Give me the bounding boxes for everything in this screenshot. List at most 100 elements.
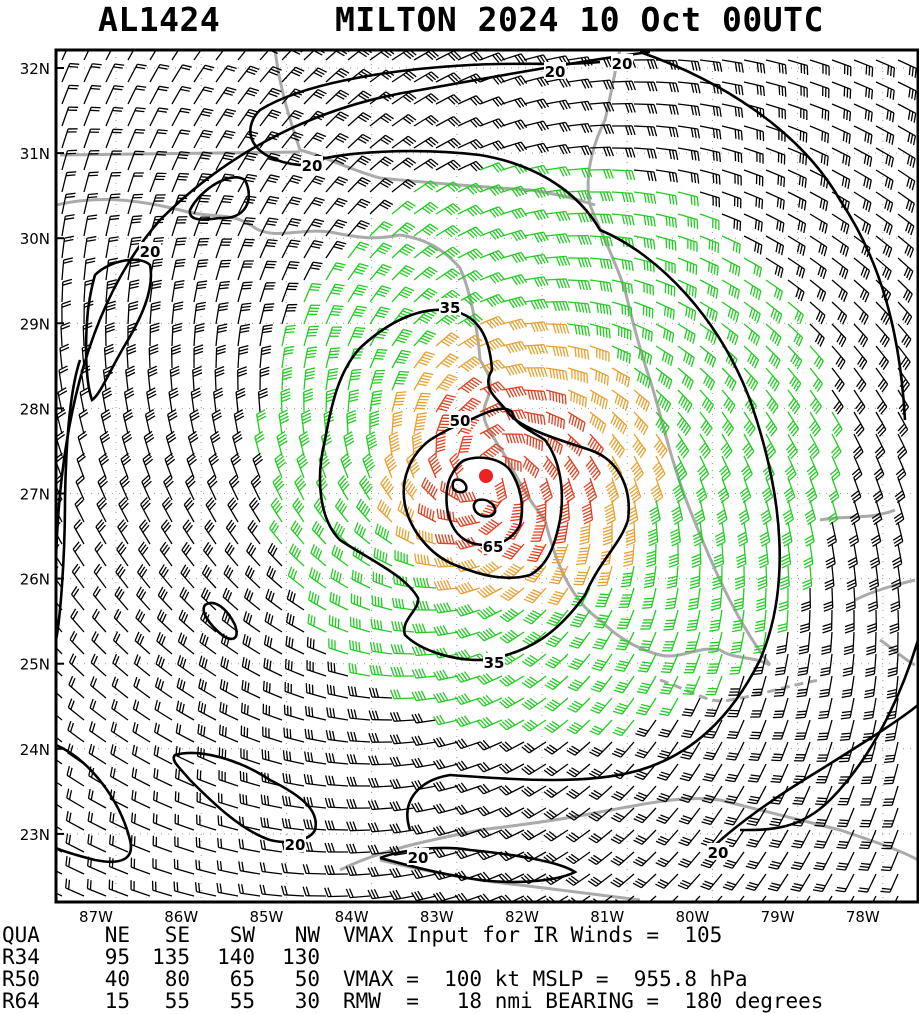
wind-barb (411, 868, 437, 880)
wind-barb (237, 281, 253, 303)
wind-barb (454, 671, 481, 683)
wind-barb (262, 703, 283, 721)
wind-barb (411, 713, 437, 724)
wind-barb (114, 586, 129, 611)
vmax-input-text: VMAX Input for IR Winds = 105 (343, 923, 723, 947)
wind-barb (347, 220, 370, 237)
wind-barb (308, 567, 327, 589)
wind-barb (457, 182, 484, 195)
wind-barb (579, 521, 591, 545)
wind-barb (611, 279, 634, 294)
wind-barb (79, 387, 90, 413)
wind-barb (100, 408, 112, 435)
wind-barb (632, 873, 657, 889)
wind-barb (677, 389, 693, 414)
wind-barb (281, 795, 305, 809)
wind-barb (285, 612, 305, 633)
wind-barb (872, 895, 877, 902)
wind-barb (501, 97, 528, 108)
wind-barb (589, 279, 613, 293)
wind-barb (706, 653, 723, 675)
wind-barb (661, 631, 679, 652)
wind-barb (809, 323, 825, 347)
wind-barb (135, 609, 151, 633)
wind-barb (842, 653, 855, 677)
wind-barb (671, 499, 684, 525)
wind-barb (721, 257, 741, 277)
wind-barb (127, 279, 140, 303)
wind-barb (123, 387, 135, 413)
wind-barb (352, 545, 371, 567)
wind-barb (716, 499, 728, 526)
wind-barb (765, 279, 784, 301)
wind-barb (545, 653, 569, 669)
wind-barb (457, 397, 482, 415)
wind-barb (678, 851, 701, 868)
wind-barb (867, 609, 878, 634)
wind-barb (581, 499, 594, 525)
wind-barb (633, 257, 655, 273)
wind-barb (215, 302, 229, 325)
wind-barb (306, 637, 327, 655)
wind-barb (476, 672, 503, 685)
wind-barb (743, 81, 765, 97)
wind-barb (171, 107, 191, 127)
wind-barb (787, 257, 806, 279)
wind-barb (97, 474, 109, 501)
wind-barb (867, 587, 879, 613)
wind-barb (56, 870, 63, 875)
wind-barb (787, 301, 804, 324)
wind-barb (127, 236, 142, 259)
wind-barb (677, 147, 700, 162)
wind-barb (709, 609, 723, 632)
wind-barb (779, 565, 790, 591)
wind-barb (610, 829, 635, 845)
wind-barb (237, 87, 260, 105)
wind-barb (614, 653, 635, 672)
longitude-label: 81W (590, 908, 624, 926)
wind-barb (391, 411, 403, 435)
wind-barb (368, 755, 393, 766)
wind-barb (391, 200, 416, 215)
wind-barb (875, 191, 894, 213)
wind-barb (655, 345, 674, 367)
wind-barb (256, 409, 267, 435)
wind-barb (790, 873, 811, 892)
wind-barb (831, 147, 851, 167)
wind-barb (56, 758, 63, 765)
wind-barb (127, 300, 139, 325)
table-cell: 135 (152, 945, 190, 969)
wind-barb (875, 257, 892, 281)
wind-barb (237, 152, 258, 171)
wind-barb (633, 191, 657, 205)
wind-barb (61, 149, 77, 171)
wind-barb (664, 587, 679, 610)
wind-barb (337, 475, 350, 501)
wind-barb (138, 519, 151, 545)
wind-barb (86, 878, 107, 897)
wind-barb (259, 87, 282, 105)
wind-barb (76, 452, 86, 479)
wind-barb (713, 543, 725, 569)
wind-barb (413, 351, 436, 369)
wind-barb (149, 301, 161, 325)
wind-barb (853, 345, 868, 370)
wind-barb (523, 433, 544, 452)
wind-barb (813, 829, 833, 849)
wind-barb (56, 691, 63, 699)
wind-barb (92, 586, 107, 611)
wind-barb (326, 707, 349, 721)
wind-barb (605, 477, 620, 504)
wind-barb (155, 654, 173, 677)
wind-barb (820, 653, 833, 677)
wind-barb (120, 452, 132, 479)
wind-barb (894, 477, 906, 504)
wind-barb (829, 455, 841, 482)
wind-barb (851, 455, 863, 482)
wind-barb (131, 789, 151, 809)
wind-barb (149, 129, 168, 149)
wind-barb (391, 349, 412, 369)
wind-barb (523, 231, 549, 243)
wind-barb (774, 653, 789, 676)
wind-barb (589, 301, 612, 316)
